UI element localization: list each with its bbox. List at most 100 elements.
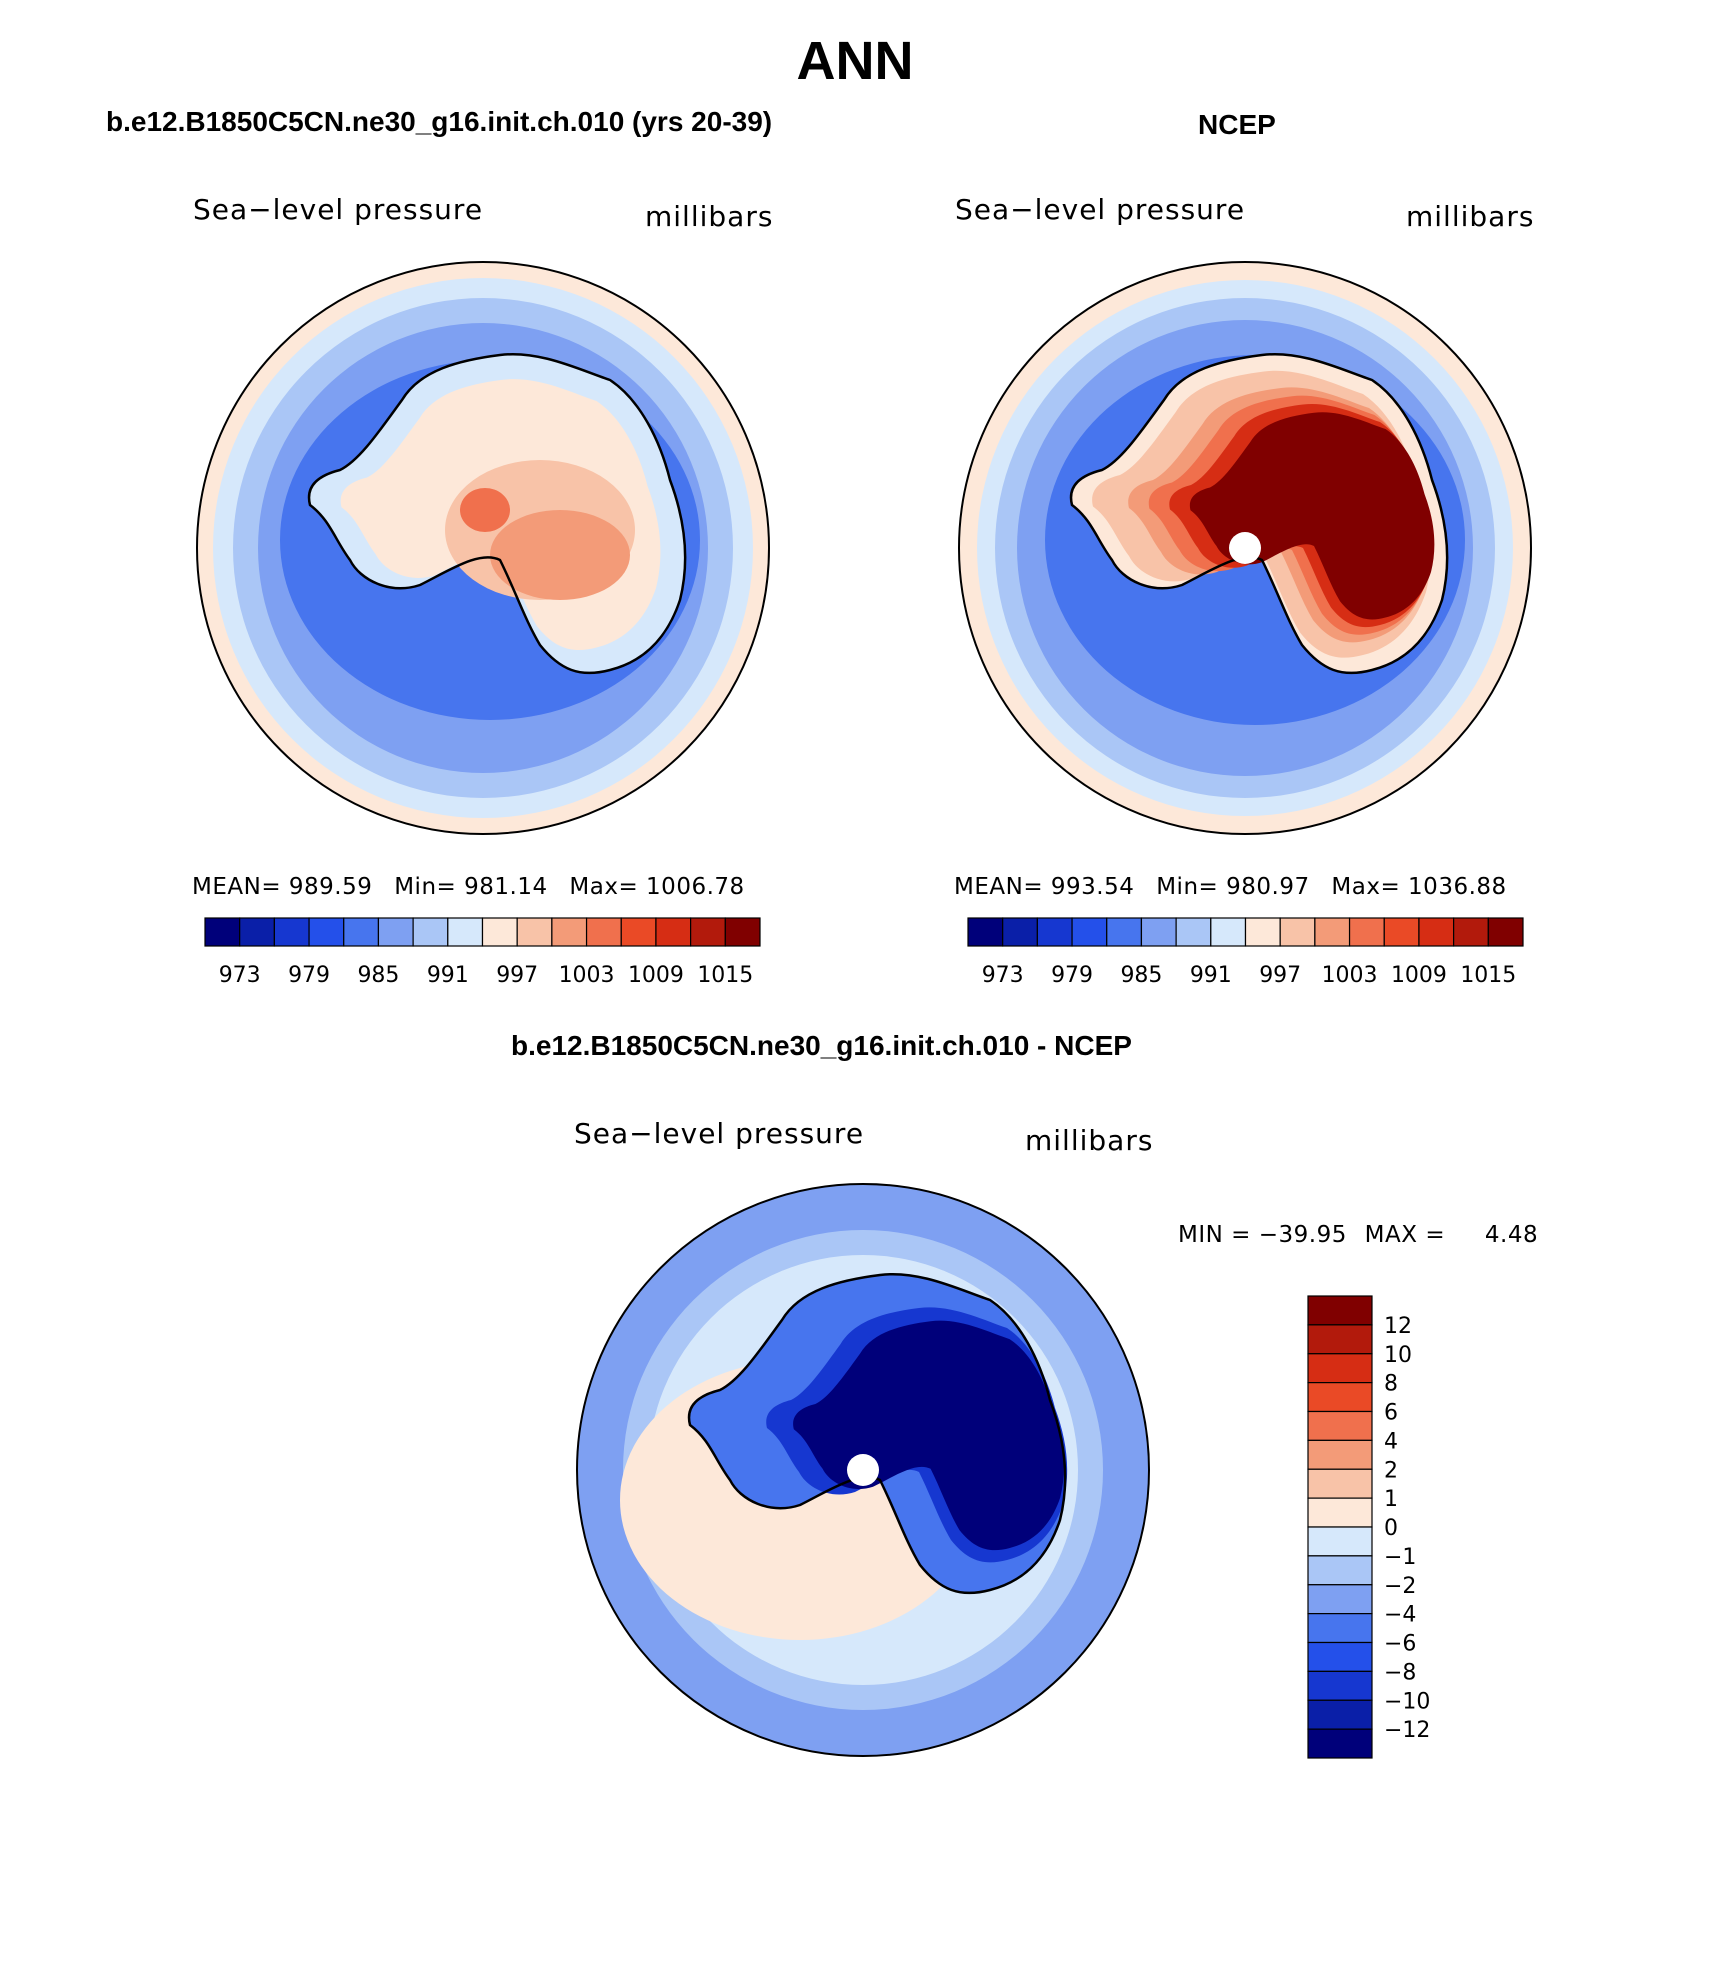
colorbar-swatch	[239, 917, 275, 947]
colorbar-swatch	[1453, 917, 1489, 947]
max-value: 1006.78	[646, 874, 745, 900]
map-model-border	[196, 261, 770, 835]
diff-max-value: 4.48	[1484, 1222, 1539, 1248]
colorbar-tick-label: 985	[357, 963, 399, 988]
colorbar-swatch	[1307, 1613, 1373, 1644]
panel-model-title: b.e12.B1850C5CN.ne30_g16.init.ch.010 (yr…	[106, 106, 773, 137]
diff-min-value: −39.95	[1258, 1222, 1347, 1248]
colorbar-tick-label: 1003	[1322, 963, 1378, 988]
colorbar-tick-label: 10	[1384, 1343, 1412, 1368]
colorbar-swatch	[655, 917, 692, 947]
colorbar-swatch	[1383, 917, 1420, 947]
panel-diff-variable: Sea−level pressure	[574, 1117, 865, 1150]
colorbar-swatch	[1210, 917, 1247, 947]
ncep-pole-mask	[1229, 532, 1261, 564]
mean-value: 989.59	[288, 874, 373, 900]
colorbar-swatch	[1418, 917, 1455, 947]
colorbar-tick-label: 1015	[697, 963, 753, 988]
colorbar-tick-label: 979	[288, 963, 330, 988]
colorbar-swatch	[308, 917, 345, 947]
panel-ncep-units: millibars	[1406, 200, 1535, 233]
colorbar-tick-label: 973	[982, 963, 1024, 988]
max-label: Max=	[569, 874, 639, 900]
colorbar-ncep: 973 979 985 991 997 1003 1009 1015	[967, 917, 1524, 988]
colorbar-tick-label: 4	[1384, 1429, 1398, 1454]
colorbar-tick-label: 6	[1384, 1401, 1398, 1426]
colorbar-tick-label: 8	[1384, 1372, 1398, 1397]
colorbar-swatch	[1314, 917, 1351, 947]
mean-label: MEAN=	[954, 874, 1044, 900]
colorbar-swatch	[1307, 1295, 1373, 1326]
colorbar-tick-label: 1015	[1460, 963, 1516, 988]
colorbar-swatch	[551, 917, 588, 947]
panel-model-variable: Sea−level pressure	[193, 193, 484, 226]
colorbar-swatch	[1002, 917, 1038, 947]
colorbar-tick-label: 12	[1384, 1314, 1412, 1339]
map-ncep	[959, 262, 1531, 834]
map-ncep-border	[958, 261, 1532, 835]
colorbar-swatch	[1175, 917, 1212, 947]
diff-max-label: MAX =	[1364, 1222, 1446, 1248]
colorbar-tick-label: 1	[1384, 1487, 1398, 1512]
colorbar-swatch	[724, 917, 761, 947]
colorbar-tick-label: 1009	[1391, 963, 1447, 988]
map-diff	[577, 1184, 1149, 1756]
max-label: Max=	[1331, 874, 1401, 900]
map-diff-border	[576, 1183, 1150, 1757]
colorbar-swatch	[204, 917, 241, 947]
colorbar-swatch	[1071, 917, 1108, 947]
colorbar-swatch	[1307, 1382, 1373, 1413]
panel-ncep-stats: MEAN= 993.54 Min= 980.97 Max= 1036.88	[954, 874, 1507, 900]
panel-model-units: millibars	[645, 200, 774, 233]
colorbar-tick-label: 1009	[628, 963, 684, 988]
colorbar-swatch	[1307, 1526, 1373, 1557]
min-value: 981.14	[464, 874, 548, 900]
model-continent-3	[490, 510, 630, 600]
colorbar-swatch	[343, 917, 380, 947]
panel-ncep-title: NCEP	[1198, 109, 1276, 140]
panel-diff-title: b.e12.B1850C5CN.ne30_g16.init.ch.010 - N…	[511, 1030, 1132, 1061]
colorbar-tick-label: −8	[1384, 1660, 1416, 1685]
model-continent-4	[460, 488, 510, 532]
colorbar-swatch	[585, 917, 622, 947]
panel-ncep-variable: Sea−level pressure	[955, 193, 1246, 226]
colorbar-swatch	[447, 917, 484, 947]
colorbar-swatch	[1307, 1641, 1373, 1672]
colorbar-swatch	[377, 917, 414, 947]
colorbar-swatch	[516, 917, 553, 947]
colorbar-swatch	[1307, 1728, 1373, 1759]
min-value: 980.97	[1226, 874, 1310, 900]
colorbar-tick-label: 973	[219, 963, 261, 988]
mean-label: MEAN=	[192, 874, 282, 900]
colorbar-swatch	[412, 917, 449, 947]
colorbar-swatch	[1307, 1699, 1373, 1730]
colorbar-swatch	[1307, 1584, 1373, 1615]
colorbar-tick-label: 985	[1120, 963, 1162, 988]
min-label: Min=	[1156, 874, 1219, 900]
colorbar-tick-label: −10	[1384, 1689, 1430, 1714]
colorbar-swatch	[1487, 917, 1524, 947]
colorbar-tick-label: −1	[1384, 1545, 1416, 1570]
map-model	[197, 262, 769, 834]
colorbar-swatch	[1307, 1439, 1373, 1470]
colorbar-swatch	[1307, 1670, 1373, 1701]
colorbar-tick-label: 2	[1384, 1458, 1398, 1483]
colorbar-swatch	[1106, 917, 1143, 947]
colorbar-swatch	[690, 917, 726, 947]
colorbar-swatch	[1036, 917, 1073, 947]
colorbar-swatch	[1307, 1497, 1373, 1528]
colorbar-swatch	[1307, 1410, 1373, 1441]
colorbar-tick-label: 0	[1384, 1516, 1398, 1541]
colorbar-swatch	[1307, 1468, 1373, 1499]
colorbar-tick-label: 991	[1190, 963, 1232, 988]
figure-title: ANN	[796, 31, 914, 91]
colorbar-tick-label: 979	[1051, 963, 1093, 988]
panel-diff-stats: MIN = −39.95 MAX = 4.48	[1178, 1222, 1538, 1248]
colorbar-swatch	[1307, 1353, 1373, 1384]
colorbar-swatch	[1348, 917, 1385, 947]
colorbar-tick-label: 1003	[559, 963, 615, 988]
colorbar-tick-label: 997	[496, 963, 538, 988]
colorbar-swatch	[620, 917, 657, 947]
